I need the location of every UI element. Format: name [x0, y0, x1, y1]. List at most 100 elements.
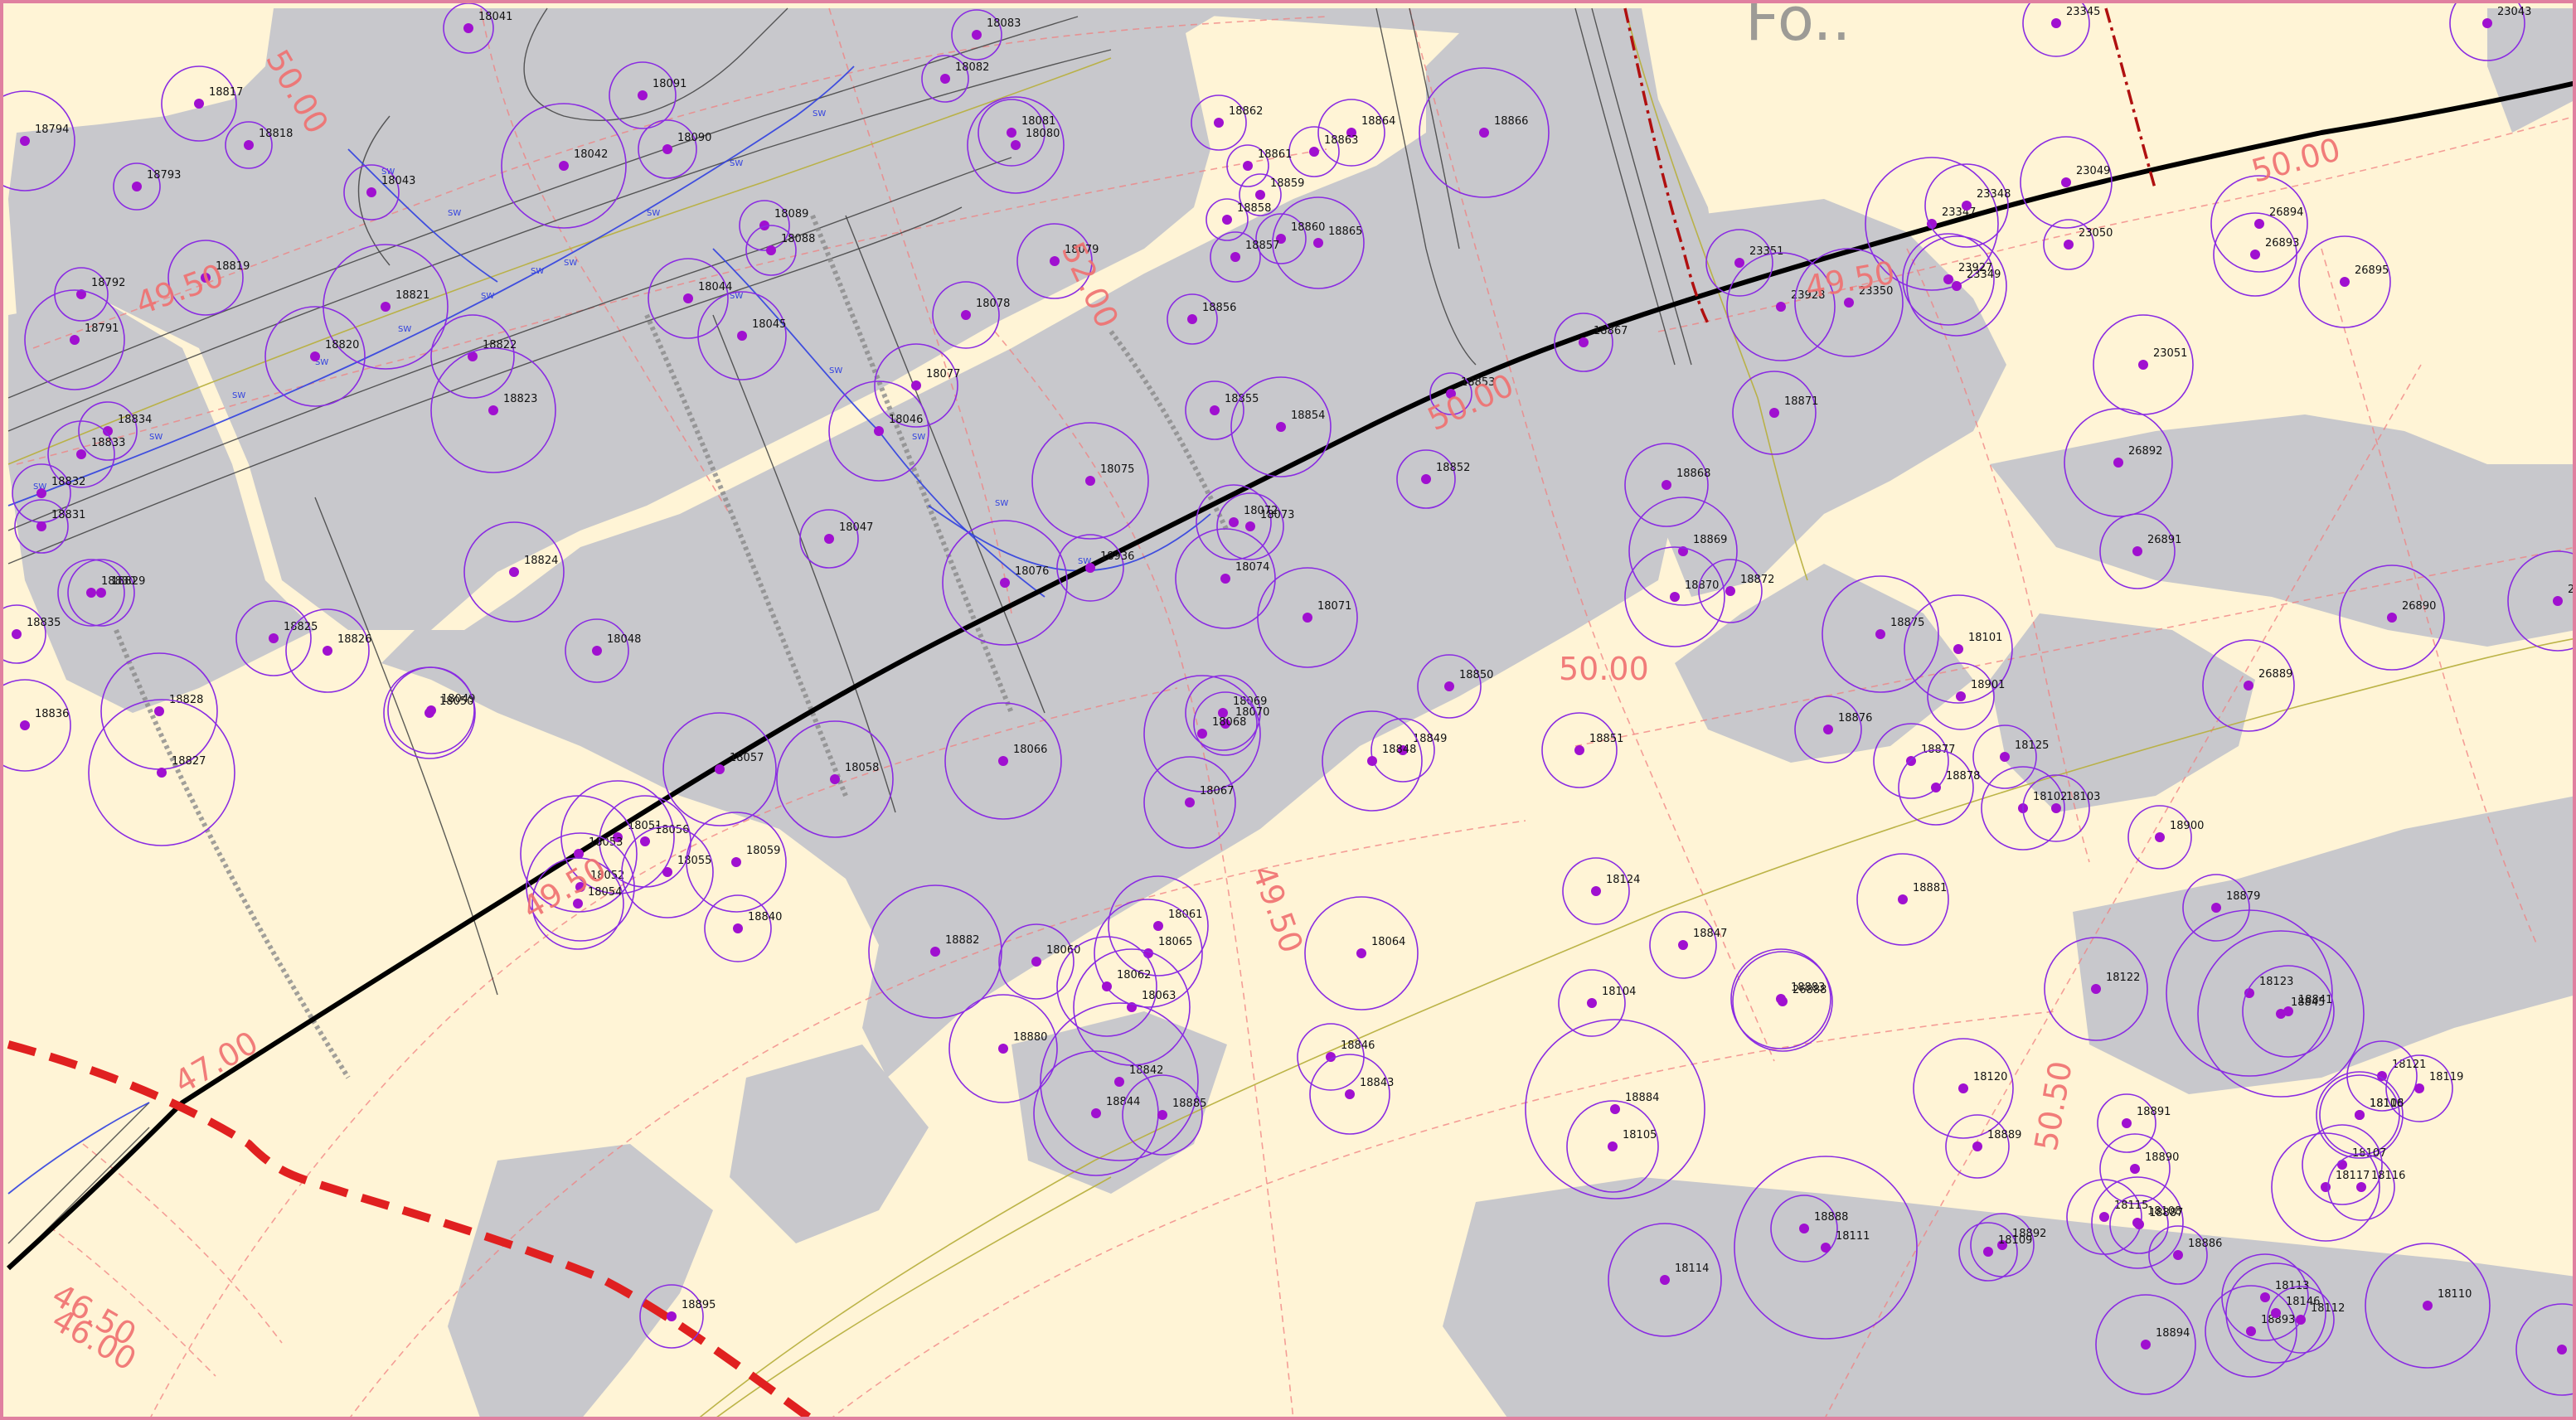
- tree-18088[interactable]: 18088: [745, 225, 815, 276]
- tree-18107[interactable]: 18107: [2302, 1124, 2386, 1205]
- tree-18831[interactable]: 18831: [14, 499, 85, 554]
- tree-18848[interactable]: 18848: [1322, 710, 1423, 812]
- tree-18080[interactable]: 18080: [967, 96, 1065, 194]
- tree-18082[interactable]: 18082: [921, 55, 989, 103]
- tree-18091[interactable]: 18091: [609, 61, 686, 129]
- tree-18112[interactable]: 18112: [2267, 1286, 2345, 1354]
- tree-18062[interactable]: 18062: [1056, 936, 1157, 1037]
- tree-18834[interactable]: 18834: [78, 401, 152, 461]
- tree-18064[interactable]: 18064: [1304, 896, 1419, 1010]
- tree-18870[interactable]: 18870: [1624, 546, 1725, 647]
- tree-18075[interactable]: 18075: [1031, 422, 1149, 540]
- tree-18859[interactable]: 18859: [1239, 173, 1304, 216]
- tree-18890[interactable]: 18890: [2099, 1133, 2179, 1204]
- tree-18794[interactable]: 18794: [0, 90, 75, 191]
- tree-18090[interactable]: 18090: [638, 119, 711, 179]
- tree-18066[interactable]: 18066: [944, 702, 1062, 820]
- tree-18818[interactable]: 18818: [225, 121, 293, 169]
- tree-23348[interactable]: 23348: [1924, 163, 2011, 248]
- tree-18862[interactable]: 18862: [1191, 95, 1263, 151]
- tree-18079[interactable]: 18079: [1016, 223, 1099, 299]
- tree-26888[interactable]: 26888: [1732, 951, 1833, 1052]
- tree-18872[interactable]: 18872: [1698, 559, 1774, 623]
- tree-18053[interactable]: 18053: [520, 795, 638, 913]
- tree-18061[interactable]: 18061: [1108, 875, 1209, 977]
- tree-18102[interactable]: 18102: [1981, 766, 2067, 851]
- tree-18106[interactable]: 18106: [2316, 1071, 2404, 1159]
- tree-18105[interactable]: 18105: [1566, 1100, 1659, 1193]
- tree-18851[interactable]: 18851: [1541, 712, 1623, 788]
- tree-18821[interactable]: 18821: [323, 244, 449, 370]
- tree-18078[interactable]: 18078: [932, 281, 1010, 349]
- tree-23927[interactable]: 23927: [1902, 233, 1995, 326]
- tree-18881[interactable]: 18881: [1856, 853, 1949, 946]
- tree-18076[interactable]: 18076: [942, 520, 1068, 646]
- tree-18119[interactable]: 18119: [2385, 1054, 2463, 1122]
- tree-18858[interactable]: 18858: [1206, 198, 1271, 241]
- tree-18109[interactable]: 18109: [1958, 1222, 2032, 1282]
- tree-18875[interactable]: 18875: [1822, 575, 1939, 693]
- tree-18060[interactable]: 18060: [998, 923, 1080, 1000]
- tree-18894[interactable]: 18894: [2095, 1294, 2196, 1395]
- tree-18819[interactable]: 18819: [167, 240, 250, 316]
- tree-18059[interactable]: 18059: [686, 812, 787, 913]
- tree-18886[interactable]: 18886: [2148, 1225, 2222, 1285]
- tree-18046[interactable]: 18046: [828, 380, 929, 482]
- tree-18117[interactable]: 18117: [2271, 1132, 2380, 1242]
- tree-18122[interactable]: 18122: [2044, 937, 2148, 1041]
- tree-18791[interactable]: 18791: [24, 289, 125, 390]
- tree-18081[interactable]: 18081: [978, 99, 1055, 167]
- tree-18826[interactable]: 18826: [285, 608, 371, 693]
- tree-18823[interactable]: 18823: [430, 347, 556, 473]
- tree-23349[interactable]: 23349: [1906, 235, 2007, 337]
- tree-23049[interactable]: 23049: [2020, 136, 2113, 229]
- tree-26892[interactable]: 26892: [2064, 408, 2173, 517]
- tree-18071[interactable]: 18071: [1257, 567, 1358, 668]
- tree-18863[interactable]: 18863: [1288, 126, 1358, 177]
- tree-18045[interactable]: 18045: [697, 291, 787, 380]
- tree-18824[interactable]: 18824: [463, 521, 565, 623]
- tree-18856[interactable]: 18856: [1167, 293, 1236, 345]
- tree-18073[interactable]: 18073: [1216, 492, 1294, 560]
- tree-18840[interactable]: 18840: [704, 894, 782, 962]
- tree-26937[interactable]: 26937: [2507, 550, 2576, 652]
- tree-18125[interactable]: 18125: [1972, 725, 2049, 789]
- tree-18074[interactable]: 18074: [1175, 528, 1276, 629]
- tree-18111[interactable]: 18111: [1734, 1156, 1918, 1340]
- tree-18889[interactable]: 18889: [1945, 1114, 2021, 1179]
- tree-23350[interactable]: 23350: [1794, 248, 1904, 357]
- tree-18124[interactable]: 18124: [1562, 857, 1640, 925]
- tree-18845[interactable]: 18845: [2197, 930, 2365, 1098]
- tree-18827[interactable]: 18827: [88, 699, 235, 846]
- tree-18817[interactable]: 18817: [161, 65, 243, 142]
- tree-18070[interactable]: 18070: [1193, 691, 1269, 756]
- tree-18058[interactable]: 18058: [776, 720, 894, 838]
- tree-18861[interactable]: 18861: [1226, 144, 1292, 187]
- tree-18893[interactable]: 18893: [2205, 1285, 2297, 1378]
- tree-18891[interactable]: 18891: [2097, 1093, 2171, 1153]
- tree-18876[interactable]: 18876: [1794, 695, 1872, 763]
- tree-18855[interactable]: 18855: [1185, 380, 1259, 440]
- tree-23345[interactable]: 23345: [2022, 0, 2100, 57]
- tree-18888[interactable]: 18888: [1770, 1195, 1848, 1262]
- tree-18829[interactable]: 18829: [67, 559, 145, 627]
- tree-18110[interactable]: 18110: [2365, 1243, 2491, 1369]
- tree-18854[interactable]: 18854: [1230, 376, 1332, 477]
- tree-26891[interactable]: 26891: [2099, 513, 2181, 589]
- tree-18113[interactable]: 18113: [2221, 1253, 2309, 1341]
- tree-18880[interactable]: 18880: [948, 994, 1058, 1103]
- tree-26889[interactable]: 26889: [2202, 639, 2295, 732]
- tree-18103[interactable]: 18103: [2022, 774, 2100, 842]
- tree-18104[interactable]: 18104: [1558, 969, 1636, 1037]
- tree-23928[interactable]: 23928: [1726, 252, 1836, 361]
- tree-26895[interactable]: 26895: [2298, 235, 2391, 328]
- tree-18835[interactable]: 18835: [0, 604, 61, 664]
- tree-18884[interactable]: 18884: [1525, 1019, 1705, 1199]
- tree-18860[interactable]: 18860: [1255, 213, 1325, 264]
- tree-18044[interactable]: 18044: [648, 258, 732, 339]
- tree-18864[interactable]: 18864: [1317, 99, 1395, 167]
- tree-18867[interactable]: 18867: [1554, 313, 1628, 372]
- tree-26894[interactable]: 26894: [2210, 175, 2308, 273]
- tree-18885[interactable]: 18885: [1122, 1074, 1206, 1156]
